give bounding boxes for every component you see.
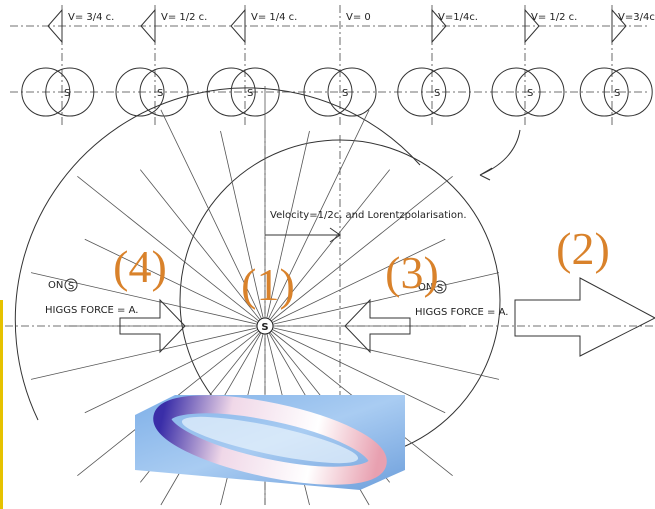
wave-circle — [397, 67, 447, 117]
wave-circle — [206, 67, 256, 117]
ray — [264, 176, 453, 327]
on-label: ON — [418, 282, 433, 293]
outer-arc — [14, 87, 421, 421]
edge-strip — [0, 300, 3, 509]
center-label: S — [261, 322, 268, 333]
velocity-triangle — [47, 8, 63, 44]
wave-circle — [421, 67, 471, 117]
symbol-circle — [64, 278, 78, 292]
wave-circle — [491, 67, 541, 117]
force-label: HIGGS FORCE = A. — [415, 307, 508, 318]
ray — [139, 169, 266, 327]
velocity-triangle — [611, 8, 627, 44]
velocity-label: V= 1/2 c. — [531, 12, 577, 23]
wave-circle — [327, 67, 377, 117]
wave-circle — [579, 67, 629, 117]
ray — [30, 272, 266, 327]
wave-circle — [21, 67, 71, 117]
symbol-circle — [433, 280, 447, 294]
velocity-triangle — [431, 8, 447, 44]
source-label: S — [64, 88, 70, 99]
ray — [264, 272, 500, 327]
wave-circle — [603, 67, 653, 117]
ray — [264, 325, 500, 380]
on-label: ON — [48, 280, 63, 291]
ring-center — [181, 416, 359, 464]
wave-circle — [230, 67, 280, 117]
arrow — [344, 298, 411, 354]
velocity-label: V=1/4c. — [438, 12, 478, 23]
source-label: S — [342, 88, 348, 99]
velocity-triangle — [140, 8, 156, 44]
source-label: S — [434, 88, 440, 99]
wave-circle — [115, 67, 165, 117]
region-label: (1) — [241, 259, 295, 310]
velocity-rows: V= 3/4 c. S V= 1/2 c. S V= 1/4 c. S V= 0 S V=1/4… — [21, 5, 655, 125]
pointer-arrow — [479, 129, 521, 181]
ray — [264, 109, 370, 327]
surface-plot — [135, 395, 405, 490]
region-label: (2) — [556, 223, 610, 274]
source-label: S — [614, 88, 620, 99]
velocity-label: V= 1/2 c. — [161, 12, 207, 23]
velocity-triangle — [524, 8, 540, 44]
wave-circle — [303, 67, 353, 117]
ray — [220, 130, 266, 327]
ray — [30, 325, 266, 380]
velocity-label: V= 3/4 c. — [68, 12, 114, 23]
ray — [84, 325, 266, 414]
velocity-triangle — [230, 8, 246, 44]
wave-circle — [45, 67, 95, 117]
region-label: (4) — [113, 241, 167, 292]
ring — [153, 395, 387, 485]
wave-circle — [515, 67, 565, 117]
center — [256, 317, 274, 335]
ray — [84, 238, 266, 327]
ray — [264, 238, 446, 327]
velocity-label: V=3/4c. — [618, 12, 655, 23]
arrow — [119, 298, 186, 354]
symbol: S — [68, 281, 74, 292]
velocity-arrow — [265, 227, 341, 243]
source-label: S — [247, 88, 253, 99]
force-label: HIGGS FORCE = A. — [45, 305, 138, 316]
ray — [264, 130, 310, 327]
ray — [264, 325, 446, 414]
source-label: S — [527, 88, 533, 99]
symbol: S — [437, 283, 443, 294]
velocity-label: V= 0 — [346, 12, 371, 23]
ray — [160, 109, 266, 327]
source-label: S — [157, 88, 163, 99]
ray — [77, 176, 266, 327]
region-label: (3) — [385, 247, 439, 298]
big-arrow — [514, 277, 655, 357]
velocity-label: V= 1/4 c. — [251, 12, 297, 23]
rays — [30, 86, 500, 506]
ray — [264, 169, 391, 327]
caption: Velocity=1/2c. and Lorentzpolarisation. — [270, 210, 467, 221]
